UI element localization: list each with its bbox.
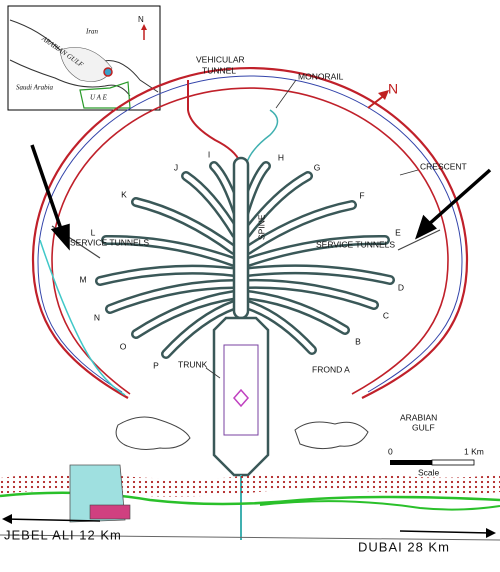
frond-inner [245, 292, 348, 333]
frond-label: J [174, 162, 178, 172]
frond-inner [245, 237, 388, 265]
direction-label: JEBEL ALI 12 Km [4, 527, 122, 542]
frond-label: B [355, 336, 361, 346]
trunk [212, 316, 270, 477]
label: CRESCENT [420, 161, 467, 171]
frond-inner [245, 302, 315, 353]
inset-north: N [138, 15, 144, 24]
frond-inner [133, 292, 237, 337]
scale-title: Scale [418, 467, 440, 477]
frond-label: FROND A [312, 364, 350, 374]
frond-inner [243, 173, 311, 237]
label: SERVICE TUNNELS [70, 237, 149, 247]
inset-label: U A E [90, 94, 108, 102]
frond-label: I [208, 149, 210, 159]
label: TUNNEL [202, 65, 236, 75]
frond-label: L [91, 227, 96, 237]
frond-label: O [120, 341, 127, 351]
frond-inner [245, 202, 355, 253]
scale-label: 0 [388, 446, 393, 456]
inset-map: Iran ARABIAN GULF Saudi Arabia U A E N [7, 5, 161, 111]
vehicular-tunnel [187, 80, 241, 163]
pointer-arrows [30, 144, 492, 251]
frond-inner [163, 302, 237, 357]
label: SERVICE TUNNELS [316, 239, 395, 249]
frond-inner [103, 237, 237, 265]
label: ARABIAN [400, 412, 437, 422]
scale-bar: 0 1 Km Scale [388, 446, 484, 477]
frond-label: F [359, 190, 364, 200]
frond-label: G [314, 162, 321, 172]
frond-inner [97, 267, 237, 284]
label: VEHICULAR [196, 54, 245, 64]
frond-inner [245, 281, 377, 308]
spine [232, 156, 250, 320]
fronds: FROND A B C D E F G H I J K L M N O P [79, 149, 404, 374]
frond-inner [133, 199, 237, 253]
frond-inner [245, 266, 393, 283]
frond-label: D [398, 282, 404, 292]
label: MONORAIL [298, 71, 344, 81]
frond-label: M [79, 274, 86, 284]
frond-inner [107, 281, 237, 312]
frond-label: K [121, 189, 127, 199]
monorail [245, 109, 279, 320]
label: GULF [412, 422, 435, 432]
frond-label: H [278, 152, 284, 162]
frond-inner [183, 173, 239, 237]
crescent-inner [37, 75, 463, 393]
frond-label: E [395, 227, 401, 237]
scale-label: 1 Km [464, 446, 484, 456]
inset-label: Iran [85, 28, 99, 36]
label: SPINE [256, 214, 266, 240]
crescent-inner-edge [51, 87, 449, 395]
label: TRUNK [178, 359, 208, 369]
north-label: N [388, 81, 398, 97]
frond-label: P [153, 360, 159, 370]
coastline [0, 473, 500, 497]
frond-label: C [383, 310, 389, 320]
frond-label: N [94, 312, 100, 322]
direction-label: DUBAI 28 Km [358, 539, 450, 554]
crescent-outer [31, 66, 469, 399]
inset-label: Saudi Arabia [16, 84, 54, 92]
